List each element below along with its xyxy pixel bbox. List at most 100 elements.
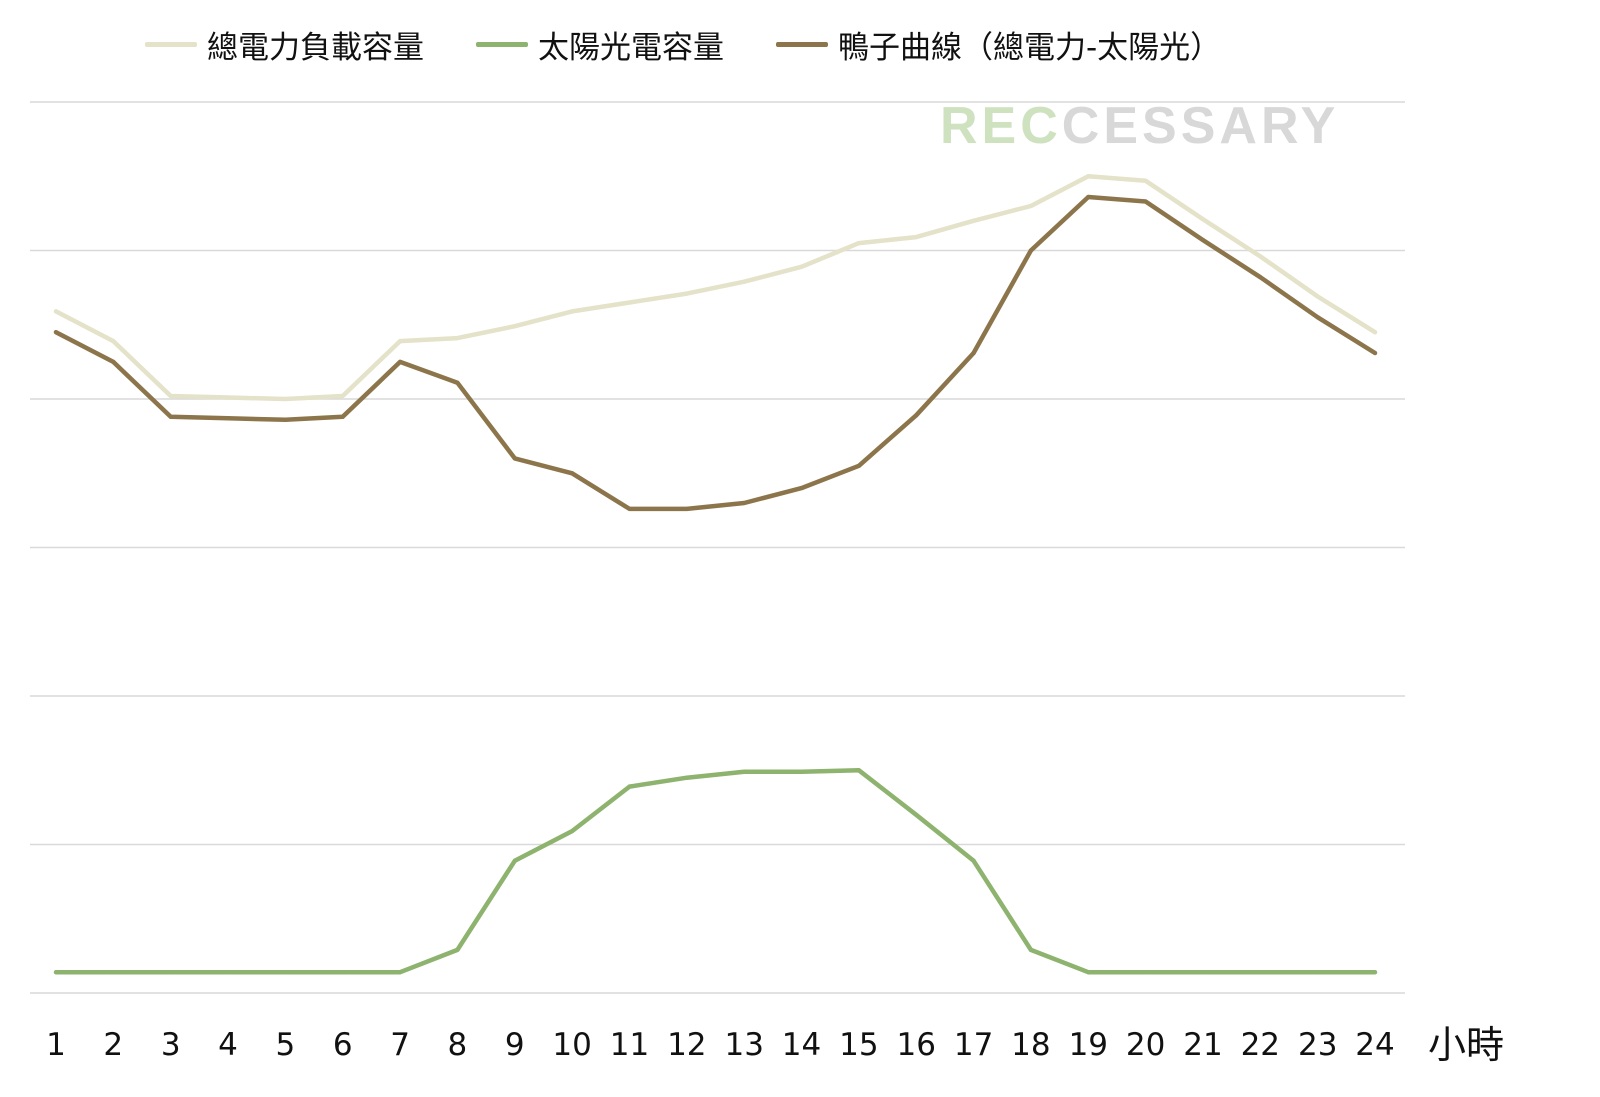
legend-swatch-duck-curve [776, 42, 828, 47]
solar-line-point [1028, 947, 1033, 952]
x-tick-label: 12 [667, 1027, 706, 1063]
watermark-part-1: REC [940, 97, 1062, 155]
duck-curve-line-point [340, 414, 345, 419]
reccessary-watermark: RECCESSARY [940, 96, 1339, 156]
duck-curve-line-point [1028, 248, 1033, 253]
solar-line-point [971, 858, 976, 863]
total-load-line-point [1315, 294, 1320, 299]
total-load-line-point [742, 279, 747, 284]
x-tick-label: 8 [448, 1027, 468, 1063]
total-load-line-point [111, 339, 116, 344]
solar-line-point [54, 970, 58, 975]
duck-curve-line-point [1086, 195, 1091, 199]
solar-line-point [1201, 970, 1205, 975]
legend-label-solar: 太陽光電容量 [538, 30, 724, 66]
solar-line-point [742, 769, 747, 774]
solar-line-point [684, 775, 689, 780]
x-axis-label: 小時 [1428, 1023, 1504, 1067]
solar-line-point [283, 970, 288, 975]
solar-line-point [1258, 970, 1263, 975]
duck-curve-line-point [54, 330, 58, 335]
duck-curve-line-point [971, 351, 976, 355]
total-load-line-point [914, 235, 919, 240]
duck-curve-line-point [799, 486, 804, 491]
x-tick-label: 13 [724, 1027, 763, 1063]
duck-curve-line-point [1201, 238, 1205, 243]
solar-line-point [1315, 970, 1320, 975]
total-load-line-point [1143, 178, 1148, 183]
x-tick-label: 23 [1298, 1027, 1337, 1063]
x-tick-label: 18 [1011, 1027, 1050, 1063]
solar-line-point [398, 970, 403, 975]
x-tick-label: 24 [1355, 1027, 1394, 1063]
x-tick-label: 17 [954, 1027, 993, 1063]
legend-label-total-load: 總電力負載容量 [207, 30, 424, 66]
duck-curve-line-point [914, 413, 919, 418]
solar-line-point [627, 784, 632, 789]
total-load-line-point [168, 394, 173, 398]
duck-curve-line-point [1258, 275, 1263, 280]
solar-line-point [340, 970, 345, 975]
total-load-line-point [627, 300, 632, 305]
x-tick-label: 22 [1241, 1027, 1280, 1063]
x-tick-label: 19 [1069, 1027, 1108, 1063]
duck-curve-line-point [168, 414, 173, 419]
duck-curve-line-point [283, 417, 288, 422]
duck-curve-line-point [627, 506, 632, 511]
total-load-line-point [283, 397, 288, 401]
duck-curve-line-point [684, 506, 689, 511]
solar-line-point [512, 858, 517, 863]
x-tick-labels: 1 2 3 4 5 6 7 8 9 10 11 12 13 14 15 16 17 18 19 20 21 22 23 24 [46, 1027, 1395, 1063]
x-tick-label: 2 [103, 1027, 123, 1063]
solar-line-point [799, 769, 804, 774]
total-load-line-point [570, 309, 575, 314]
legend-item-duck-curve: 鴨子曲線（總電力-太陽光） [776, 22, 1221, 67]
total-load-line-point [1028, 204, 1033, 208]
duck-curve-line-point [1143, 199, 1148, 204]
solar-line-point [226, 970, 230, 975]
duck-curve-line [53, 194, 1378, 512]
legend-swatch-total-load [145, 42, 197, 47]
total-load-line-point [455, 336, 460, 341]
watermark-part-2: CESSARY [1061, 97, 1340, 155]
duck-curve-line-point [1315, 315, 1320, 320]
duck-curve-line-point [398, 359, 403, 364]
duck-curve-line-point [455, 380, 460, 385]
duck-curve-line-point [856, 463, 861, 468]
x-tick-label: 15 [839, 1027, 878, 1063]
legend: 總電力負載容量 太陽光電容量 鴨子曲線（總電力-太陽光） [145, 22, 1221, 67]
total-load-line-point [512, 324, 517, 329]
series-lines [53, 174, 1378, 975]
solar-line-point [111, 970, 116, 975]
x-tick-label: 1 [46, 1027, 66, 1063]
duck-curve-line-point [111, 359, 116, 364]
total-load-line-point [226, 395, 230, 400]
legend-item-solar: 太陽光電容量 [476, 22, 724, 67]
x-tick-label: 7 [390, 1027, 410, 1063]
total-load-line-point [971, 218, 976, 223]
solar-line-point [1373, 970, 1377, 975]
x-tick-label: 14 [782, 1027, 821, 1063]
x-tick-label: 4 [218, 1027, 238, 1063]
solar-line [53, 768, 1378, 975]
x-tick-label: 6 [333, 1027, 353, 1063]
legend-swatch-solar [476, 42, 528, 47]
x-tick-label: 10 [552, 1027, 591, 1063]
total-load-line-point [799, 264, 804, 269]
total-load-line-point [1373, 330, 1377, 335]
total-load-line-point [398, 339, 403, 344]
solar-line-point [914, 812, 919, 817]
x-tick-label: 21 [1183, 1027, 1222, 1063]
duck-curve-line-point [1373, 351, 1377, 355]
total-load-line-point [856, 241, 861, 246]
total-load-line-point [54, 309, 58, 314]
duck-curve-line-point [742, 501, 747, 505]
total-load-line-point [1201, 217, 1205, 222]
solar-line-point [168, 970, 173, 975]
duck-curve-line-point [570, 471, 575, 476]
solar-line-point [1143, 970, 1148, 975]
x-tick-label: 9 [505, 1027, 525, 1063]
total-load-line-point [1086, 174, 1091, 179]
total-load-line-point [340, 394, 345, 398]
